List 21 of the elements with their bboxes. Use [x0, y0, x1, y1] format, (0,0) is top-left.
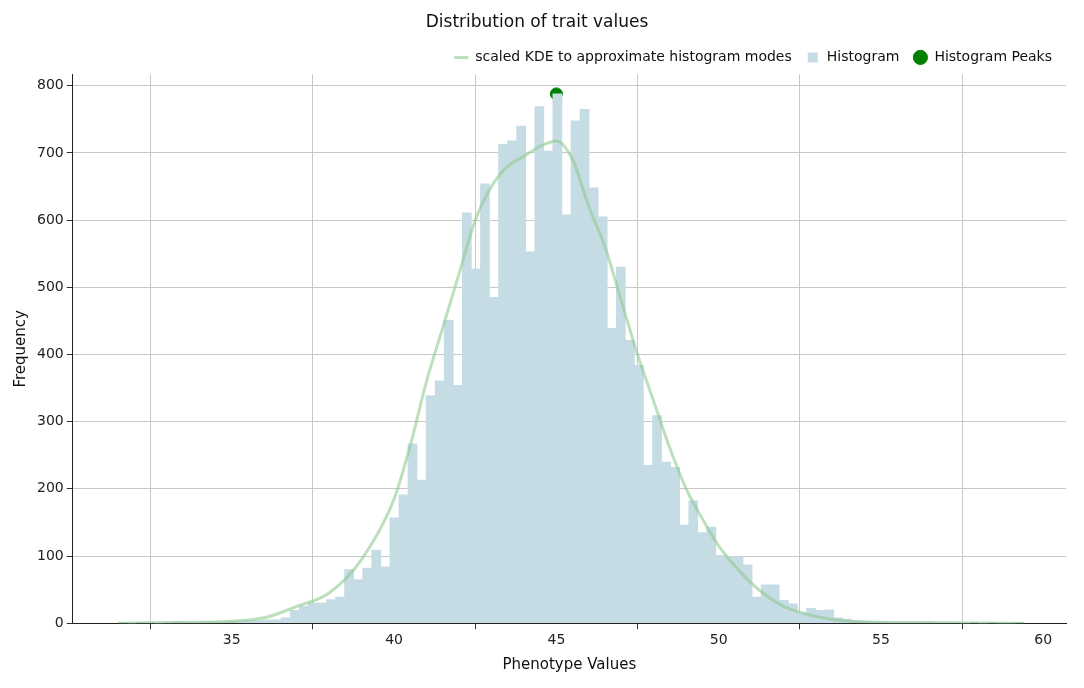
y-tick-label: 700: [36, 143, 64, 160]
x-tick-label: 40: [385, 631, 403, 648]
x-tick-label: 35: [222, 631, 241, 648]
y-tick-label: 100: [36, 546, 64, 563]
x-tick-label: 55: [872, 631, 890, 648]
x-tick-label: 60: [1034, 631, 1053, 648]
x-tick-label: 45: [547, 631, 566, 648]
y-tick-label: 200: [36, 479, 64, 496]
y-tick-label: 400: [36, 345, 64, 362]
chart-title: Distribution of trait values: [425, 10, 649, 31]
y-tick-label: 800: [36, 76, 64, 93]
y-tick-label: 0: [54, 613, 64, 630]
y-axis-title: Frequency: [10, 309, 29, 388]
y-tick-label: 300: [36, 412, 64, 429]
y-tick-label: 500: [36, 277, 64, 294]
y-tick-label: 600: [36, 210, 64, 227]
x-axis-title: Phenotype Values: [502, 654, 637, 673]
legend-label: Histogram Peaks: [934, 48, 1053, 65]
legend-label: scaled KDE to approximate histogram modes: [475, 48, 792, 65]
legend-label: Histogram: [826, 48, 900, 65]
x-tick-label: 50: [709, 631, 728, 648]
